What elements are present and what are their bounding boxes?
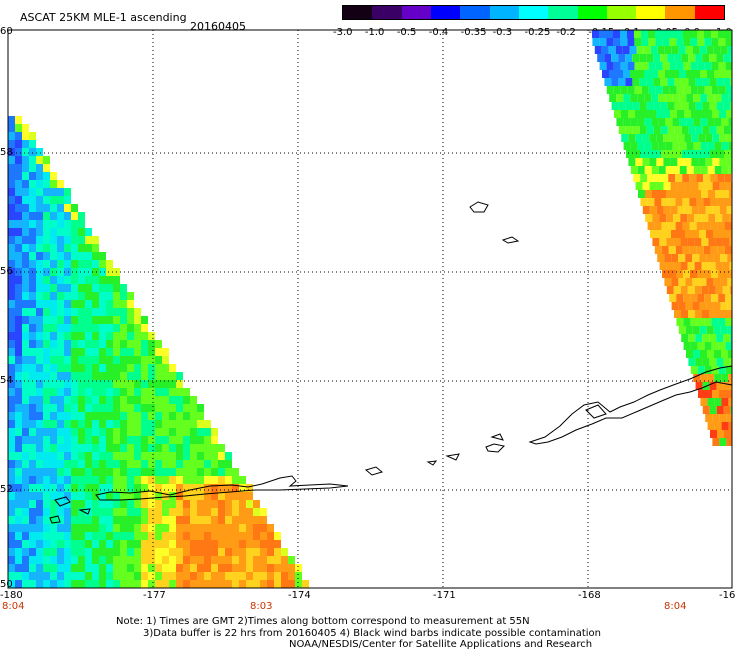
colorbar-swatch <box>372 6 402 19</box>
lat-lon-grid <box>8 30 732 588</box>
colorbar-label: -0.25 <box>524 27 551 38</box>
colorbar-swatch <box>548 6 578 19</box>
colorbar-swatch <box>430 6 461 19</box>
lon-label-165: -16 <box>719 590 736 601</box>
colorbar-label: -0.2 <box>556 27 576 38</box>
lon-label-174: -174 <box>288 590 311 601</box>
note-line-2: 3)Data buffer is 22 hrs from 20160405 4)… <box>143 628 601 639</box>
colorbar-swatch <box>460 6 490 19</box>
colorbar-swatch <box>343 6 373 19</box>
note-line-3: NOAA/NESDIS/Center for Satellite Applica… <box>289 639 593 650</box>
lat-label-52: 52 <box>0 484 13 495</box>
lat-label-60: 60 <box>0 26 13 37</box>
colorbar-swatch <box>489 6 519 19</box>
colorbar-label: -1.0 <box>364 27 385 38</box>
colorbar-swatch <box>665 6 695 19</box>
left-swath <box>8 116 309 588</box>
colorbar-label: -0.35 <box>460 27 487 38</box>
product-title: ASCAT 25KM MLE-1 ascending <box>20 11 187 24</box>
lon-label-177: -177 <box>143 590 166 601</box>
colorbar-label: -0.3 <box>492 27 513 38</box>
lat-label-50: 50 <box>0 579 13 590</box>
colorbar-swatch <box>577 6 607 19</box>
lon-label-171: -171 <box>433 590 456 601</box>
lon-label-180: -180 <box>0 590 23 601</box>
colorbar-swatch <box>401 6 431 19</box>
note-line-1: Note: 1) Times are GMT 2)Times along bot… <box>116 616 530 627</box>
aleutian-west <box>95 475 349 501</box>
colorbar-swatch <box>606 6 637 19</box>
right-swath <box>592 30 732 446</box>
colorbar-swatch <box>518 6 549 19</box>
colorbar-label: -3.0 <box>333 27 353 38</box>
time-label-left: 8:04 <box>2 601 25 612</box>
lon-label-168: -168 <box>578 590 601 601</box>
lat-label-56: 56 <box>0 266 13 277</box>
colorbar-label: -0.4 <box>428 27 449 38</box>
colorbar <box>342 5 725 20</box>
colorbar-swatch <box>694 6 725 19</box>
map-frame <box>7 29 733 589</box>
colorbar-label: -0.5 <box>396 27 417 38</box>
lat-label-58: 58 <box>0 147 13 158</box>
colorbar-swatch <box>636 6 666 19</box>
time-label-right: 8:04 <box>664 601 687 612</box>
lat-label-54: 54 <box>0 375 13 386</box>
time-label-mid: 8:03 <box>250 601 273 612</box>
